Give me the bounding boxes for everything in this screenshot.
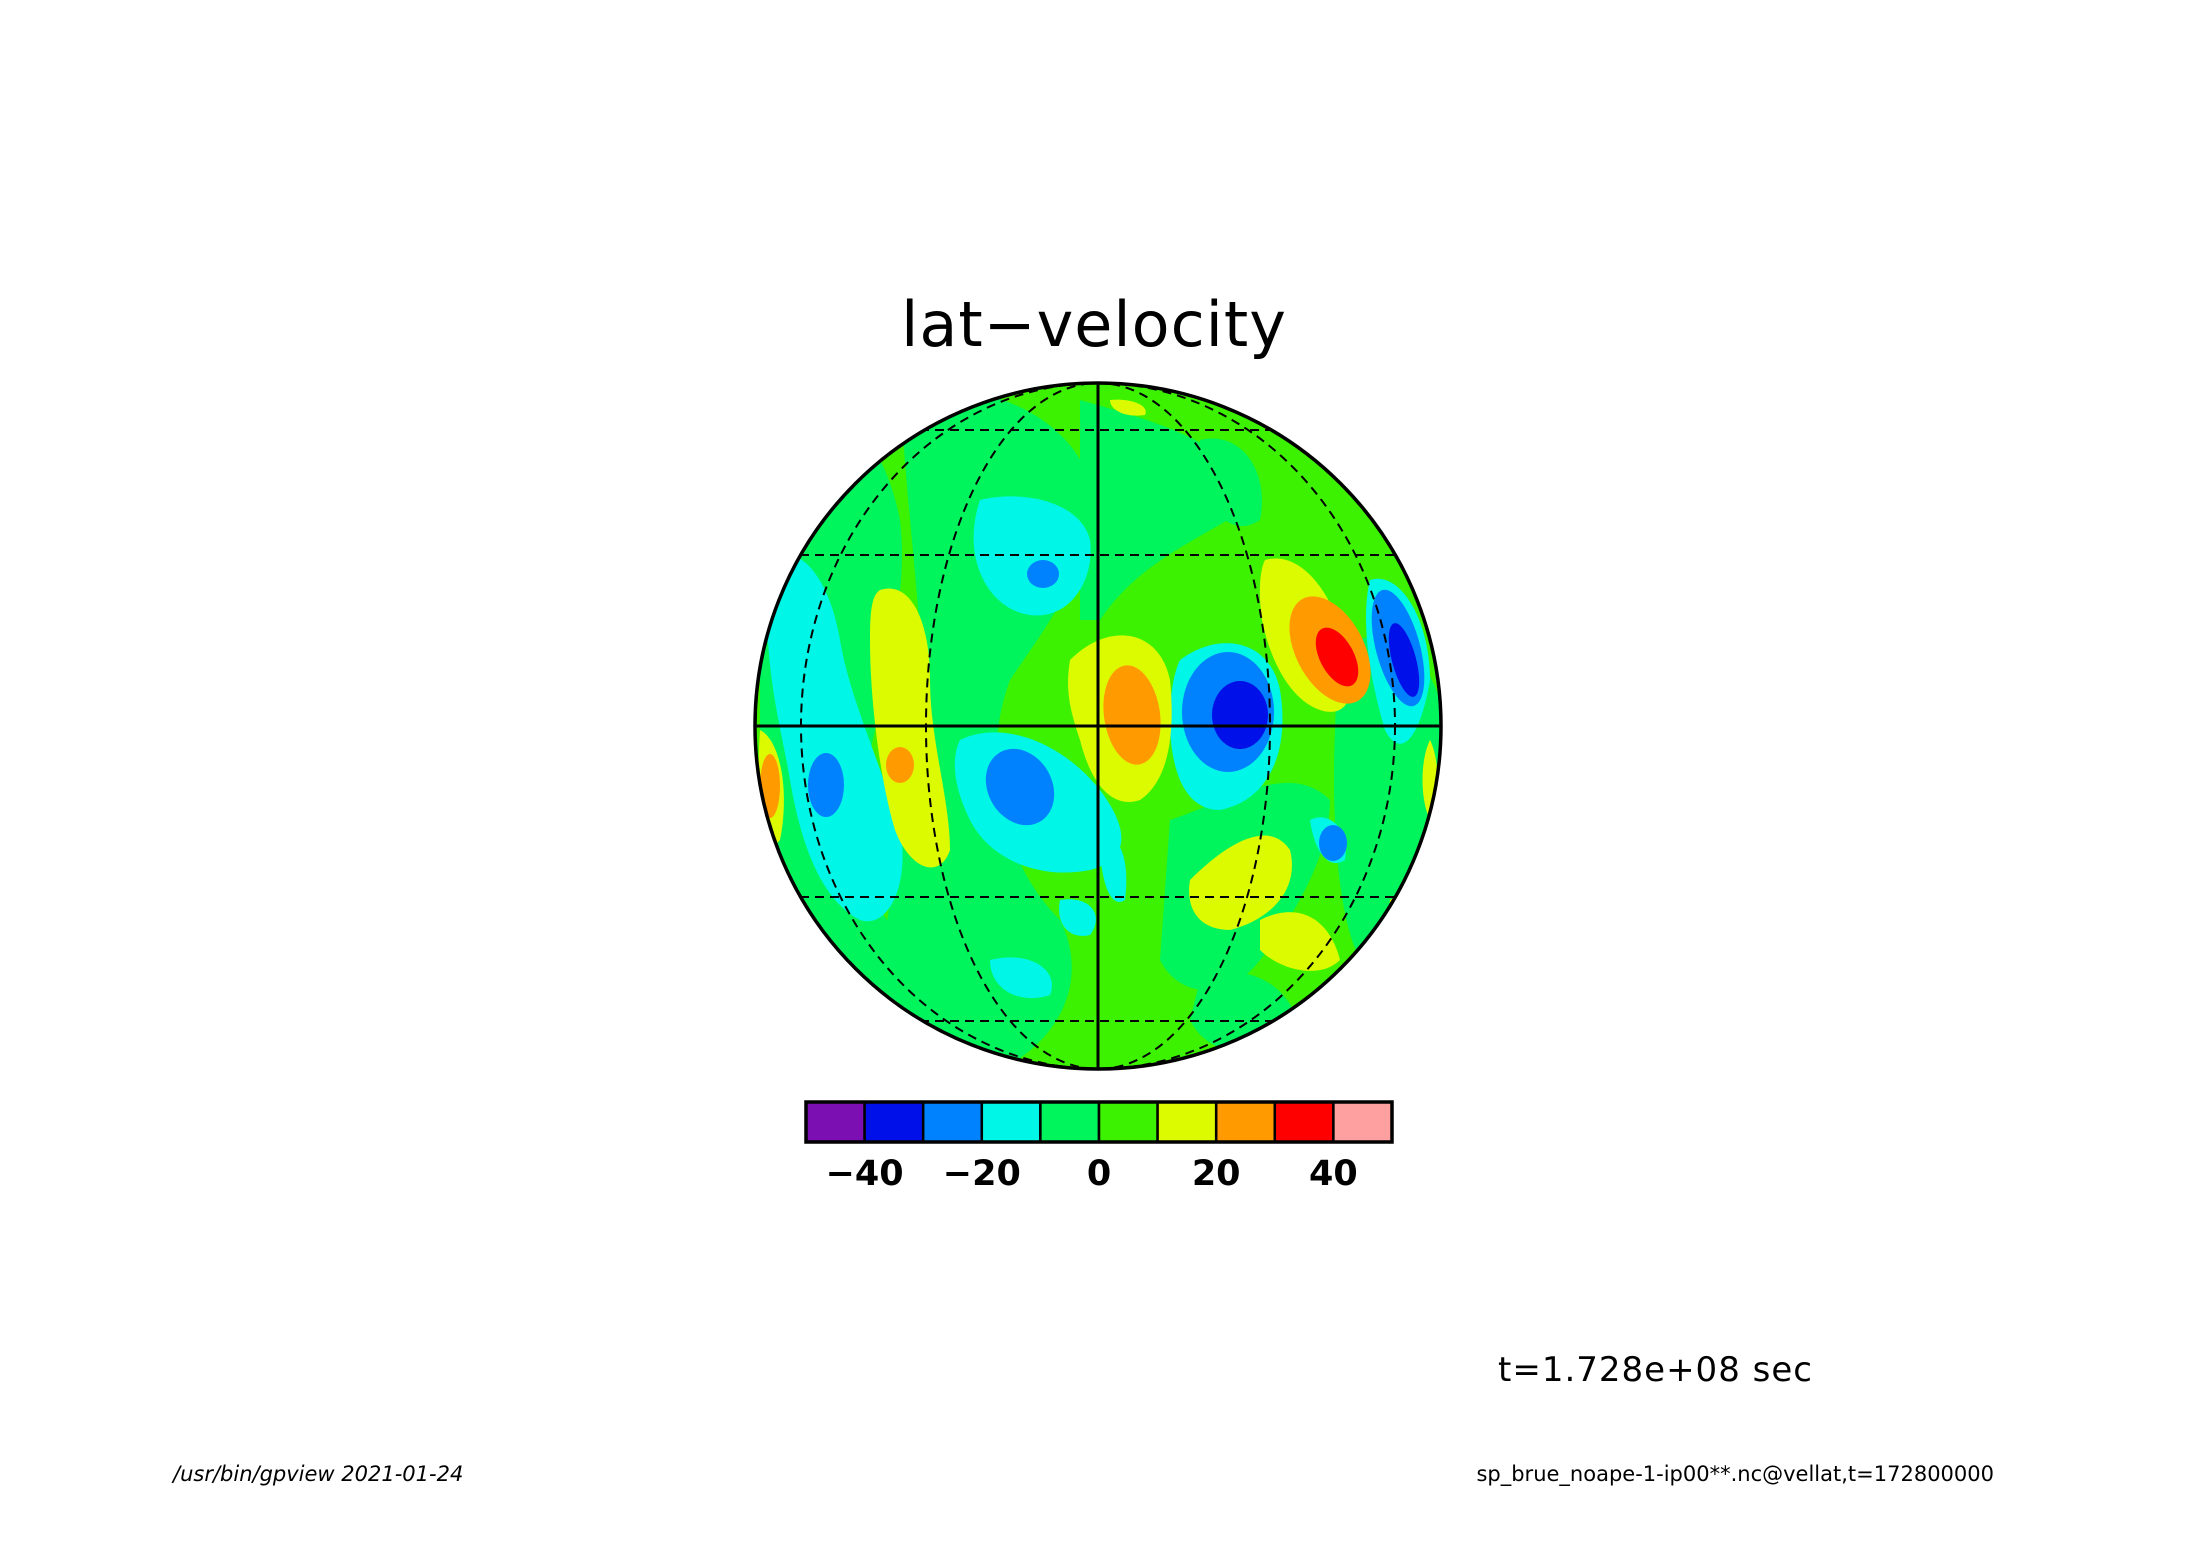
field-red [1315,627,1359,687]
plot-title: lat−velocity [901,288,1287,361]
colorbar-swatch [921,1100,984,1144]
colorbar-tick-label: −40 [826,1154,904,1194]
footer-program-date: /usr/bin/gpview 2021-01-24 [173,1462,464,1486]
field-deep-blue [1212,623,1420,749]
colorbar-tick-label: 0 [1087,1154,1111,1194]
colorbar-tick-label: 40 [1309,1154,1358,1194]
time-label: t=1.728e+08 sec [1498,1350,1813,1390]
colorbar-swatch [980,1100,1042,1144]
colorbar-swatch [1039,1100,1101,1144]
graticule-solid [755,383,1441,1069]
colorbar-swatch [1097,1100,1159,1144]
colorbar-swatch [804,1100,866,1144]
colorbar-swatch [1156,1100,1218,1144]
footer-source: sp_brue_noape-1-ip00**.nc@vellat,t=17280… [1476,1462,1994,1486]
colorbar: −40 −20 0 20 40 [804,1100,1394,1194]
colorbar-tick-label: −20 [943,1154,1021,1194]
colorbar-swatch [1332,1100,1394,1144]
colorbar-frame [804,1100,1394,1144]
globe [755,383,1441,1069]
colorbar-swatch [1214,1100,1277,1144]
colorbar-tick-label: 20 [1192,1154,1241,1194]
colorbar-swatch [863,1100,925,1144]
globe-outline [753,381,1443,1071]
colorbar-swatch [1273,1100,1335,1144]
